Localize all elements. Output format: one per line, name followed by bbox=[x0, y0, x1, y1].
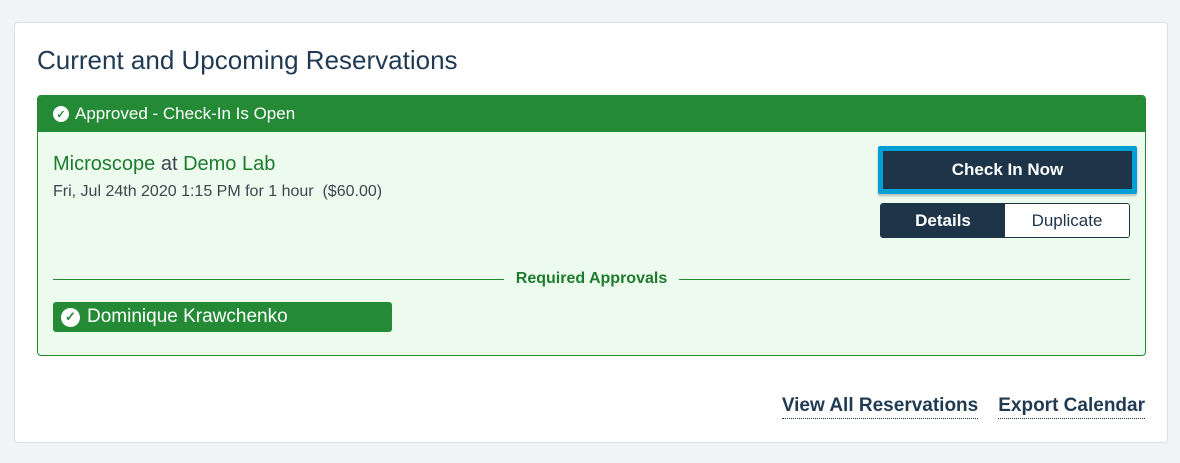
action-button-group: Details Duplicate bbox=[880, 203, 1130, 238]
view-all-reservations-link[interactable]: View All Reservations bbox=[781, 395, 979, 419]
approver-badge: ✓ Dominique Krawchenko bbox=[53, 302, 392, 332]
check-circle-icon: ✓ bbox=[61, 307, 80, 327]
divider-line bbox=[679, 278, 1130, 280]
status-text: Approved - Check-In Is Open bbox=[75, 104, 296, 123]
approver-name: Dominique Krawchenko bbox=[87, 306, 288, 327]
divider-line bbox=[53, 278, 504, 280]
status-header: ✓ Approved - Check-In Is Open bbox=[38, 96, 1145, 132]
reservations-card: Current and Upcoming Reservations ✓ Appr… bbox=[14, 22, 1168, 443]
page-title: Current and Upcoming Reservations bbox=[37, 45, 458, 75]
duplicate-button[interactable]: Duplicate bbox=[1005, 204, 1129, 237]
approvals-heading: Required Approvals bbox=[515, 270, 668, 287]
check-circle-icon: ✓ bbox=[53, 106, 69, 122]
at-text: at bbox=[160, 153, 178, 175]
reservation-time: Fri, Jul 24th 2020 1:15 PM for 1 hour ($… bbox=[53, 183, 383, 200]
footer-links: View All Reservations Export Calendar bbox=[781, 395, 1145, 419]
check-in-button[interactable]: Check In Now bbox=[878, 146, 1137, 194]
lab-name: Demo Lab bbox=[183, 153, 276, 175]
instrument-name: Microscope bbox=[53, 153, 156, 175]
approvals-divider: Required Approvals bbox=[53, 270, 1130, 288]
details-button[interactable]: Details bbox=[881, 204, 1005, 237]
export-calendar-link[interactable]: Export Calendar bbox=[998, 395, 1145, 419]
reservation-panel: ✓ Approved - Check-In Is Open Microscope… bbox=[37, 95, 1146, 356]
reservation-name: Microscope at Demo Lab bbox=[53, 153, 275, 176]
